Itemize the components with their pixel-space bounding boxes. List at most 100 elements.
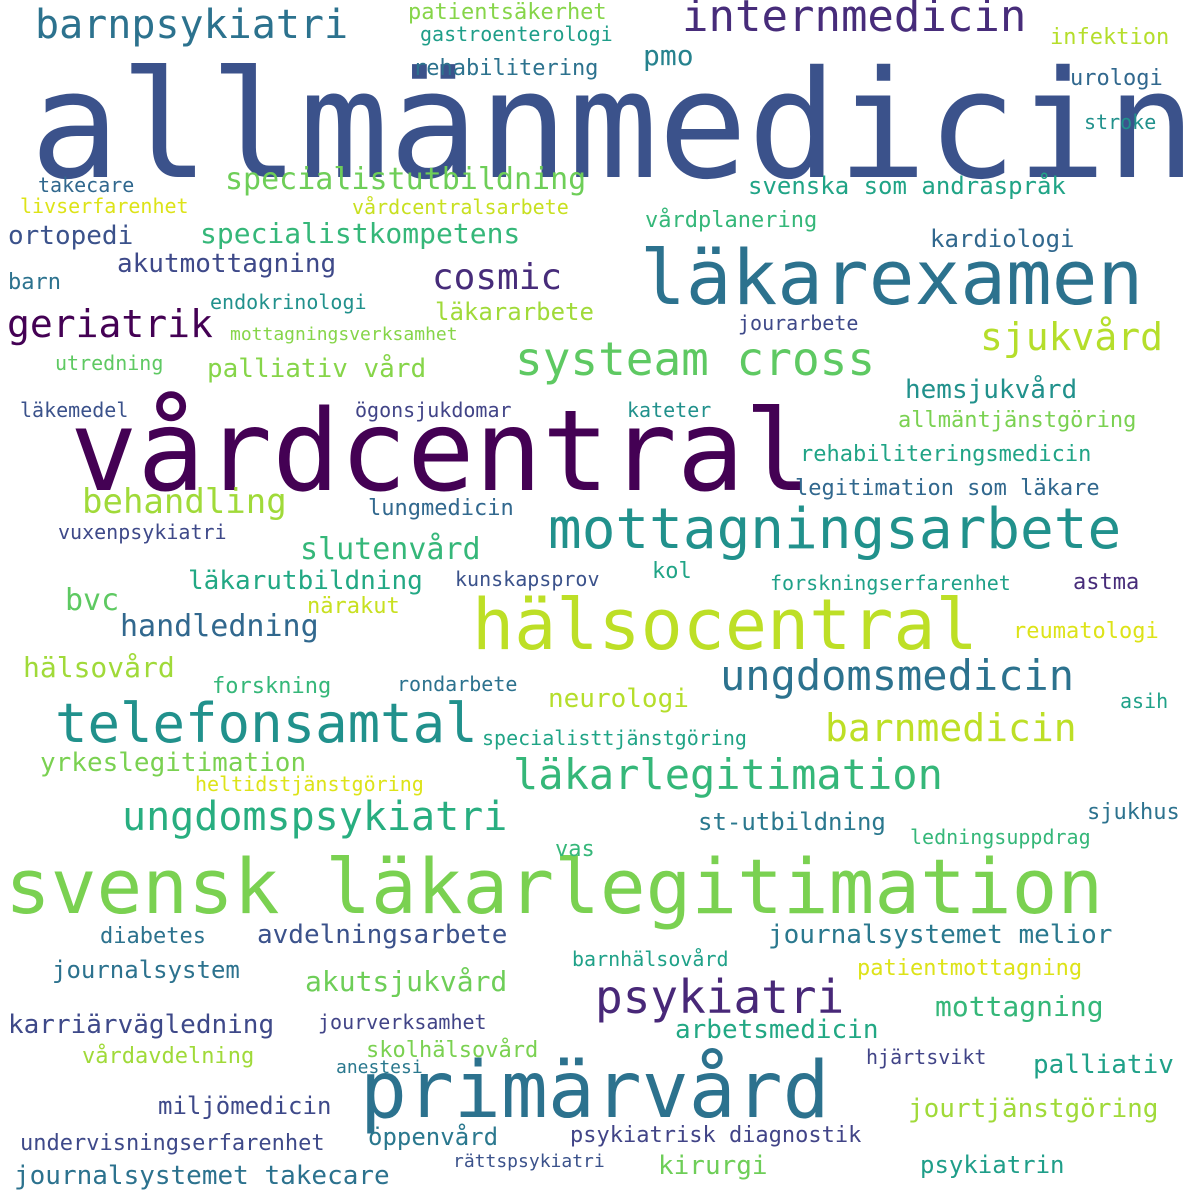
word-cloud-term: telefonsamtal [55, 692, 478, 755]
word-cloud-term: specialisttjänstgöring [482, 726, 747, 750]
word-cloud-term: mottagningsverksamhet [230, 324, 458, 345]
word-cloud-term: slutenvård [300, 532, 481, 567]
word-cloud-term: gastroenterologi [420, 22, 613, 46]
word-cloud-term: ungdomsmedicin [720, 651, 1075, 700]
word-cloud-term: ögonsjukdomar [355, 398, 512, 422]
word-cloud-term: rehabilitering [413, 56, 599, 81]
word-cloud-term: kardiologi [930, 225, 1075, 253]
word-cloud-term: lungmedicin [368, 496, 514, 521]
word-cloud-term: psykiatrisk diagnostik [570, 1123, 862, 1148]
word-cloud-term: svenska som andraspråk [748, 172, 1066, 200]
word-cloud-term: svensk läkarlegitimation [5, 842, 1104, 931]
word-cloud-term: behandling [82, 482, 287, 522]
word-cloud-term: heltidstjänstgöring [195, 772, 424, 796]
word-cloud-term: läkarexamen [640, 233, 1144, 322]
word-cloud-term: rondarbete [397, 672, 518, 696]
word-cloud-term: journalsystemet melior [768, 920, 1113, 950]
word-cloud-term: anestesi [336, 1057, 423, 1078]
word-cloud-term: endokrinologi [210, 290, 367, 314]
word-cloud-term: livserfarenhet [20, 194, 189, 218]
word-cloud-term: pmo [643, 39, 694, 72]
word-cloud-term: hälsovård [23, 651, 175, 684]
word-cloud-term: vårdavdelning [82, 1044, 255, 1069]
word-cloud-term: yrkeslegitimation [40, 748, 307, 778]
word-cloud-term: öppenvård [368, 1123, 499, 1151]
word-cloud-term: urologi [1070, 66, 1163, 91]
word-cloud-term: diabetes [100, 924, 206, 949]
word-cloud-term: kirurgi [658, 1151, 768, 1181]
word-cloud-term: läkararbete [435, 298, 594, 326]
word-cloud-term: st-utbildning [698, 808, 886, 836]
word-cloud-term: vårdcentralsarbete [352, 195, 569, 219]
word-cloud-term: psykiatrin [920, 1151, 1065, 1179]
word-cloud-term: specialistutbildning [225, 162, 587, 197]
word-cloud-term: sjukvård [980, 315, 1164, 359]
word-cloud-term: palliativ [1033, 1050, 1174, 1080]
word-cloud-term: mottagning [935, 990, 1104, 1023]
word-cloud-term: palliativ vård [207, 354, 427, 384]
word-cloud-term: allmänmedicin [30, 40, 1197, 213]
word-cloud-term: arbetsmedicin [675, 1015, 879, 1045]
word-cloud-term: rehabiliteringsmedicin [800, 442, 1092, 467]
word-cloud-term: allmäntjänstgöring [898, 408, 1137, 433]
word-cloud-term: utredning [55, 351, 164, 375]
word-cloud-term: kunskapsprov [455, 567, 600, 591]
word-cloud-term: närakut [307, 594, 400, 619]
word-cloud-term: takecare [38, 173, 135, 197]
word-cloud-term: vuxenpsykiatri [58, 520, 227, 544]
word-cloud-term: jourarbete [738, 311, 859, 335]
word-cloud-term: cosmic [432, 257, 563, 298]
word-cloud-term: stroke [1084, 110, 1157, 134]
word-cloud-term: bvc [65, 583, 120, 618]
word-cloud-term: forskningserfarenhet [770, 571, 1011, 595]
word-cloud-term: barnmedicin [825, 706, 1077, 750]
word-cloud-term: patientmottagning [857, 956, 1083, 981]
word-cloud-term: ungdomspsykiatri [122, 794, 508, 840]
word-cloud-term: handledning [120, 609, 319, 644]
word-cloud-term: asih [1120, 689, 1169, 713]
word-cloud-term: geriatrik [7, 302, 213, 346]
word-cloud-term: läkemedel [20, 398, 129, 422]
word-cloud-term: journalsystemet takecare [14, 1161, 390, 1191]
word-cloud-term: infektion [1050, 25, 1170, 50]
word-cloud-term: mottagningsarbete [548, 497, 1122, 562]
word-cloud-term: astma [1073, 570, 1140, 595]
word-cloud-term: primärvård [360, 1046, 830, 1136]
word-cloud-term: rättspsykiatri [453, 1151, 605, 1172]
word-cloud-term: psykiatri [595, 970, 845, 1024]
word-cloud-term: jourtjänstgöring [908, 1094, 1159, 1124]
word-cloud-term: internmedicin [682, 0, 1027, 42]
word-cloud-term: reumatologi [1013, 619, 1159, 644]
word-cloud-term: undervisningserfarenhet [20, 1131, 325, 1156]
word-cloud-term: vas [555, 837, 595, 862]
word-cloud-term: journalsystem [52, 956, 240, 984]
word-cloud-term: specialistkompetens [200, 217, 521, 250]
word-cloud-term: läkarutbildning [188, 566, 423, 596]
word-cloud-term: skolhälsovård [366, 1038, 539, 1063]
word-cloud-term: barnpsykiatri [35, 2, 349, 48]
word-cloud-term: miljömedicin [158, 1092, 332, 1120]
word-cloud-term: neurologi [548, 684, 689, 714]
word-cloud-term: hjärtsvikt [866, 1045, 987, 1069]
word-cloud-term: vårdplanering [645, 208, 818, 233]
word-cloud-term: akutmottagning [117, 249, 337, 279]
word-cloud-term: akutsjukvård [305, 965, 508, 998]
word-cloud-term: kateter [627, 398, 712, 422]
word-cloud-term: kol [652, 559, 692, 584]
word-cloud-term: läkarlegitimation [513, 750, 943, 799]
word-cloud-term: legitimation som läkare [795, 476, 1100, 501]
word-cloud-term: hälsocentral [472, 584, 978, 666]
word-cloud-term: ledningsuppdrag [910, 825, 1091, 849]
word-cloud-term: hemsjukvård [905, 375, 1078, 405]
word-cloud-term: jourverksamhet [318, 1010, 487, 1034]
word-cloud-term: karriärvägledning [8, 1010, 275, 1040]
word-cloud-term: vårdcentral [70, 387, 812, 517]
word-cloud-term: sjukhus [1087, 800, 1180, 825]
word-cloud-term: avdelningsarbete [257, 920, 508, 950]
word-cloud-term: ortopedi [8, 221, 134, 251]
word-cloud-term: systeam cross [515, 332, 876, 386]
word-cloud-term: forskning [212, 674, 332, 699]
word-cloud-term: barn [8, 270, 61, 295]
word-cloud-term: barnhälsovård [572, 947, 729, 971]
